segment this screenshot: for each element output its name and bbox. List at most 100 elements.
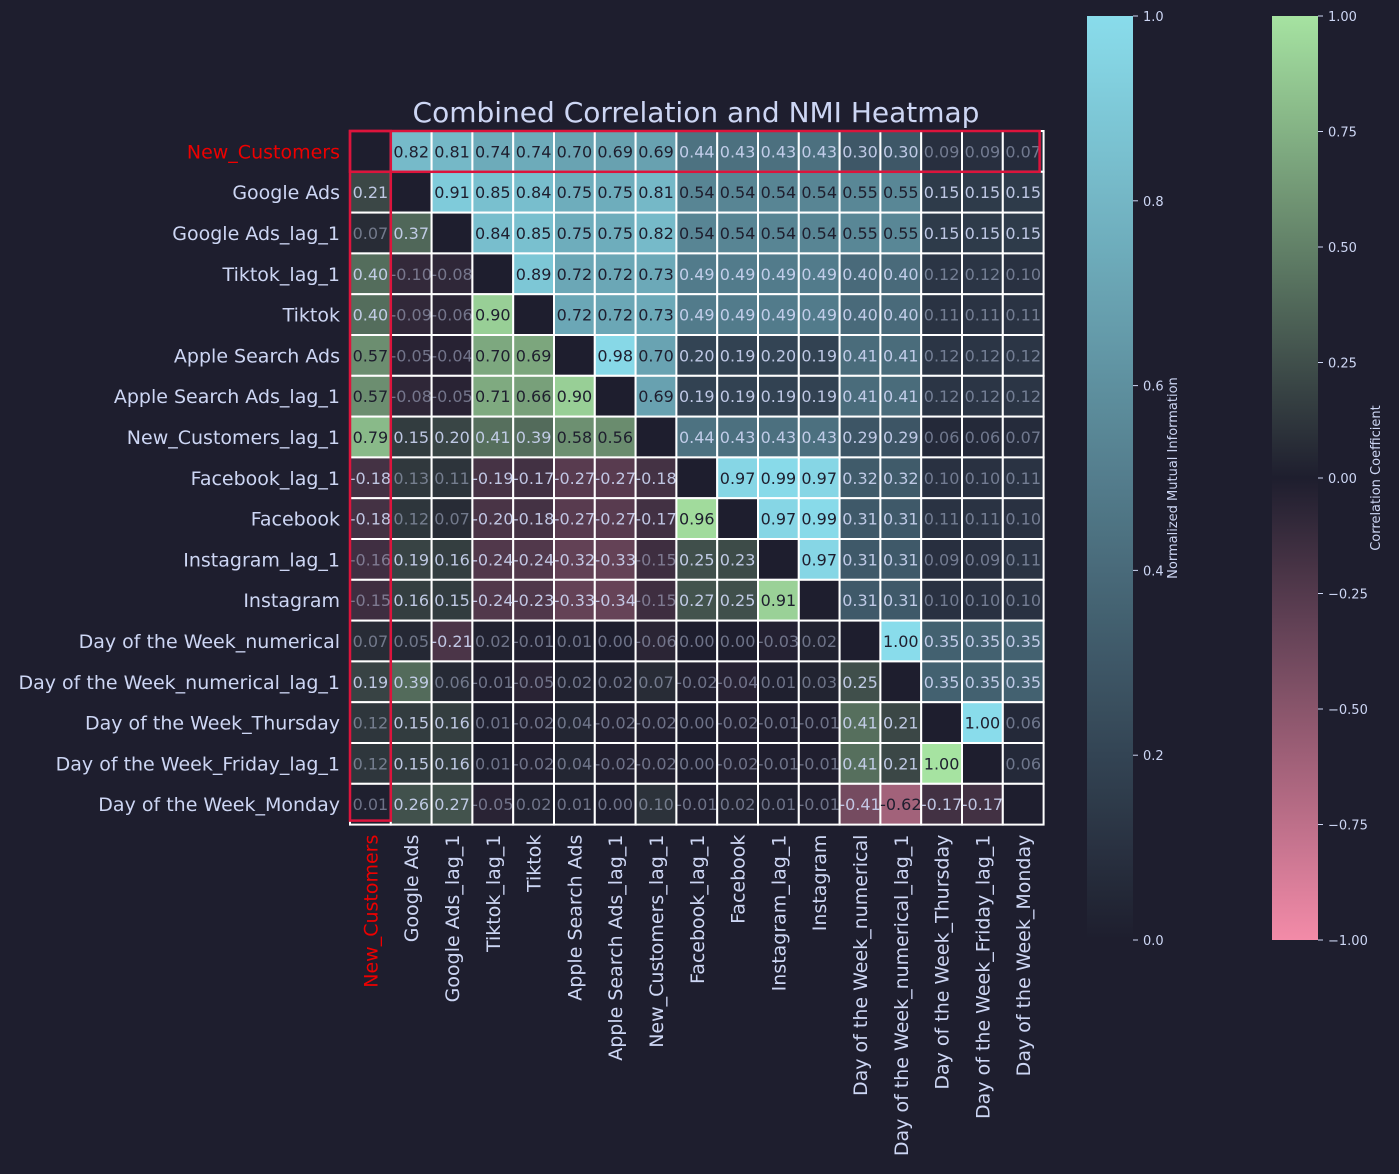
heatmap-cell bbox=[430, 170, 474, 214]
cell-value-label: -0.34 bbox=[594, 591, 635, 610]
heatmap-cell bbox=[634, 660, 678, 704]
cell-value-label: 0.84 bbox=[475, 224, 511, 243]
column-label: Day of the Week_numerical bbox=[850, 835, 872, 1096]
heatmap-cell bbox=[920, 578, 964, 622]
cell-value-label: 0.66 bbox=[516, 387, 552, 406]
heatmap-cell bbox=[838, 293, 882, 337]
cell-value-label: -0.01 bbox=[798, 754, 839, 773]
cell-value-label: 0.12 bbox=[924, 387, 960, 406]
cell-value-label: 0.98 bbox=[597, 346, 633, 365]
colorbar-tick-label: 1.00 bbox=[1328, 10, 1357, 25]
row-label: Day of the Week_numerical_lag_1 bbox=[19, 672, 341, 694]
cell-value-label: 0.82 bbox=[393, 142, 429, 161]
cell-value-label: 0.49 bbox=[761, 306, 797, 325]
cell-value-label: 0.13 bbox=[393, 469, 429, 488]
cell-value-label: 0.96 bbox=[679, 510, 715, 529]
heatmap-cell bbox=[593, 374, 637, 418]
cell-value-label: 0.54 bbox=[679, 183, 715, 202]
heatmap-cell bbox=[1001, 701, 1045, 745]
cell-value-label: 0.49 bbox=[801, 306, 837, 325]
heatmap-cell bbox=[634, 742, 678, 785]
cell-value-label: 0.91 bbox=[761, 591, 797, 610]
heatmap-cell bbox=[716, 130, 760, 173]
heatmap-cell bbox=[675, 538, 719, 581]
cell-value-label: 0.10 bbox=[965, 591, 1001, 610]
heatmap-cell bbox=[716, 415, 760, 459]
cell-value-label: 0.73 bbox=[638, 265, 674, 284]
cell-value-label: 0.00 bbox=[597, 795, 633, 814]
cell-value-label: 0.90 bbox=[475, 306, 511, 325]
cell-value-label: 0.40 bbox=[883, 306, 919, 325]
column-tick-labels: New_Customers Google Ads Google Ads_lag_1 T… bbox=[360, 835, 1035, 1157]
cell-value-label: 0.07 bbox=[638, 673, 674, 692]
cell-value-label: 0.11 bbox=[1005, 550, 1041, 569]
cell-value-label: 0.35 bbox=[924, 673, 960, 692]
cell-value-label: -0.08 bbox=[390, 387, 431, 406]
cell-value-label: 0.11 bbox=[965, 306, 1001, 325]
cell-value-label: 0.81 bbox=[434, 142, 470, 161]
row-label: Google Ads_lag_1 bbox=[172, 223, 340, 245]
cell-value-label: 0.20 bbox=[761, 346, 797, 365]
cell-value-label: 0.15 bbox=[924, 224, 960, 243]
cell-value-label: 0.19 bbox=[761, 387, 797, 406]
cell-value-label: 0.02 bbox=[801, 632, 837, 651]
cell-value-label: 0.75 bbox=[597, 224, 633, 243]
cell-value-label: -0.18 bbox=[350, 510, 391, 529]
cell-value-label: 0.10 bbox=[965, 469, 1001, 488]
cell-value-label: 0.10 bbox=[924, 469, 960, 488]
cell-value-label: 0.07 bbox=[353, 224, 389, 243]
heatmap-cell bbox=[593, 782, 637, 826]
cell-value-label: 0.01 bbox=[761, 795, 797, 814]
cell-value-label: 0.00 bbox=[679, 632, 715, 651]
column-label: Tiktok_lag_1 bbox=[483, 835, 505, 953]
heatmap-cell bbox=[838, 456, 882, 500]
cell-value-label: 0.84 bbox=[516, 183, 552, 202]
cell-value-label: 0.21 bbox=[883, 754, 919, 773]
heatmap-cell bbox=[920, 660, 964, 704]
heatmap-cell bbox=[634, 374, 678, 418]
cell-value-label: 0.02 bbox=[475, 632, 511, 651]
heatmap-cell bbox=[879, 211, 923, 255]
cell-value-label: 0.07 bbox=[1005, 142, 1041, 161]
heatmap-cell bbox=[634, 415, 678, 459]
cell-value-label: 0.06 bbox=[434, 673, 470, 692]
heatmap-cell bbox=[593, 415, 637, 459]
cell-value-label: -0.01 bbox=[798, 714, 839, 733]
cell-value-label: 0.35 bbox=[1005, 632, 1041, 651]
heatmap-cell bbox=[675, 578, 719, 622]
colorbar-gradient bbox=[1087, 16, 1133, 940]
cell-value-label: 0.27 bbox=[434, 795, 470, 814]
heatmap-cell bbox=[634, 619, 678, 663]
cell-value-label: -0.33 bbox=[554, 591, 595, 610]
cell-value-label: 0.79 bbox=[353, 428, 389, 447]
cell-value-label: -0.02 bbox=[676, 673, 717, 692]
cell-value-label: 0.97 bbox=[761, 510, 797, 529]
cell-value-label: -0.05 bbox=[431, 387, 472, 406]
cell-value-label: 0.12 bbox=[965, 265, 1001, 284]
cell-value-label: 0.41 bbox=[842, 714, 878, 733]
row-label: Facebook bbox=[251, 509, 340, 531]
heatmap-cell bbox=[797, 170, 841, 214]
cell-value-label: 0.55 bbox=[883, 183, 919, 202]
cell-value-label: 0.54 bbox=[720, 183, 756, 202]
cell-value-label: 0.43 bbox=[720, 428, 756, 447]
cell-value-label: 1.00 bbox=[965, 714, 1001, 733]
colorbar-tick-label: 0.4 bbox=[1143, 564, 1164, 579]
cell-value-label: 0.58 bbox=[557, 428, 593, 447]
colorbar-gradient bbox=[1272, 16, 1318, 940]
heatmap-cell bbox=[838, 334, 882, 377]
heatmap-cell bbox=[471, 252, 515, 296]
heatmap-cell bbox=[389, 619, 433, 663]
row-label: Day of the Week_Thursday bbox=[85, 713, 340, 735]
cell-value-label: 0.12 bbox=[1005, 346, 1041, 365]
heatmap-cell bbox=[1001, 538, 1045, 581]
column-label: Instagram bbox=[809, 835, 831, 932]
heatmap-cell bbox=[1001, 782, 1045, 826]
heatmap-cell bbox=[1001, 252, 1045, 296]
cell-value-label: 0.32 bbox=[883, 469, 919, 488]
cell-value-label: 0.71 bbox=[475, 387, 511, 406]
heatmap-cell bbox=[838, 252, 882, 296]
colorbar-tick-label: 0.50 bbox=[1328, 241, 1357, 256]
colorbar-tick-label: −0.25 bbox=[1328, 588, 1368, 603]
cell-value-label: 0.00 bbox=[679, 754, 715, 773]
